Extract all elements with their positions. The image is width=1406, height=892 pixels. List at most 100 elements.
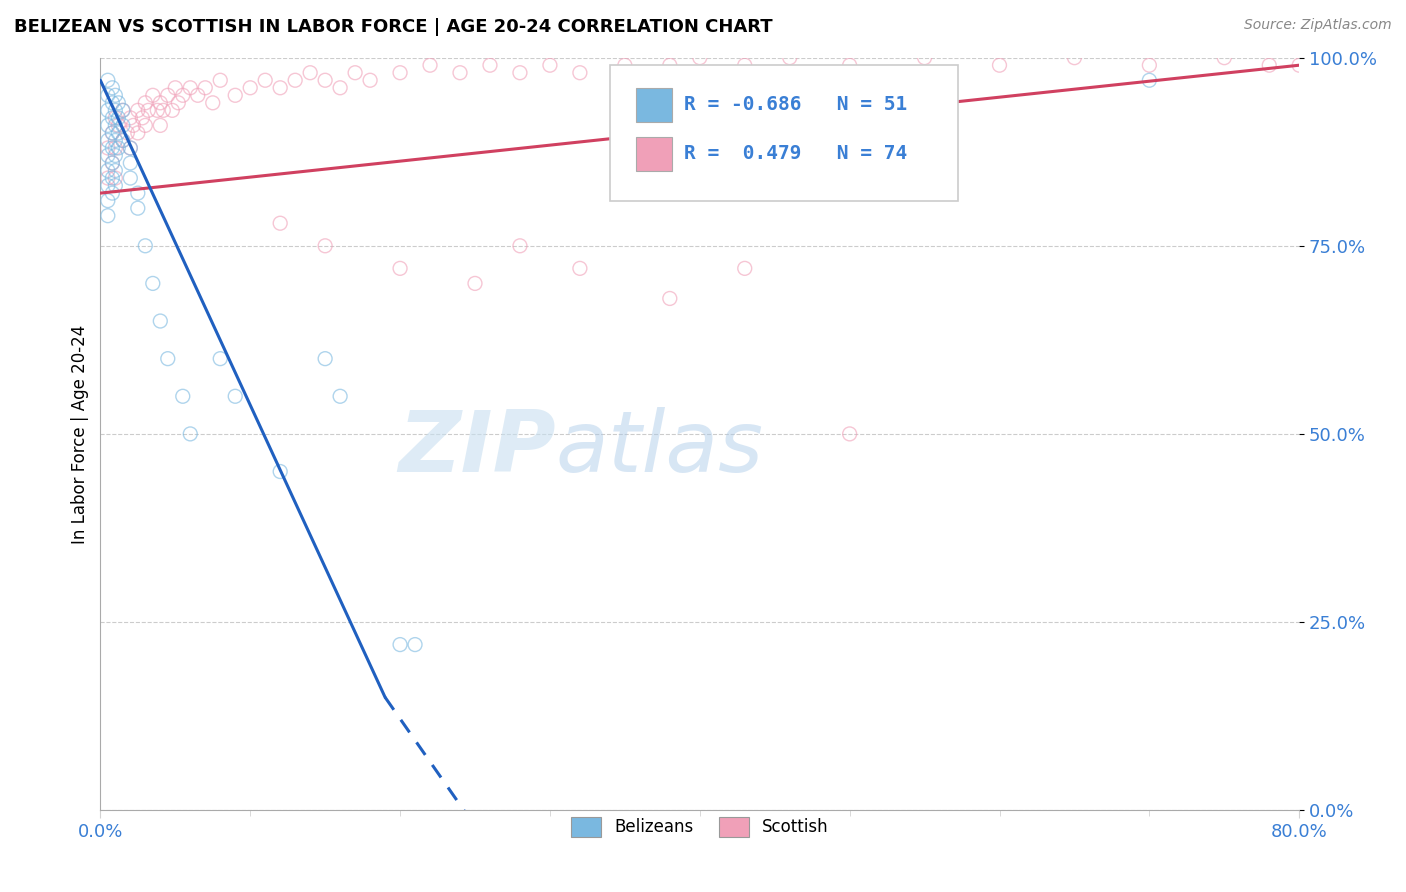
Point xyxy=(101,141,124,155)
Point xyxy=(101,156,124,170)
Point xyxy=(101,111,124,125)
Point xyxy=(988,58,1011,72)
Point xyxy=(107,95,129,110)
Point xyxy=(149,119,172,133)
Point xyxy=(117,126,139,140)
Point xyxy=(156,88,179,103)
Point xyxy=(104,178,127,193)
Point xyxy=(838,58,860,72)
Point xyxy=(120,141,142,155)
Text: atlas: atlas xyxy=(555,408,763,491)
Point xyxy=(209,73,232,87)
Point xyxy=(131,111,153,125)
Point xyxy=(689,51,711,65)
Point xyxy=(107,126,129,140)
Point xyxy=(464,277,486,291)
Point xyxy=(359,73,381,87)
Point xyxy=(734,58,756,72)
Point xyxy=(104,133,127,147)
Point xyxy=(127,126,149,140)
Point xyxy=(172,88,194,103)
Point xyxy=(179,426,201,441)
Point xyxy=(1288,58,1310,72)
Bar xyxy=(637,136,672,170)
Point xyxy=(97,119,120,133)
Point xyxy=(167,95,190,110)
Point xyxy=(658,292,681,306)
Point xyxy=(111,133,134,147)
Point xyxy=(269,216,291,230)
Point xyxy=(389,66,412,80)
Point xyxy=(838,426,860,441)
Point xyxy=(254,73,277,87)
Point xyxy=(97,133,120,147)
Point xyxy=(104,148,127,162)
Point xyxy=(149,95,172,110)
Point xyxy=(538,58,561,72)
Point xyxy=(224,88,246,103)
Point xyxy=(97,163,120,178)
Point xyxy=(419,58,441,72)
Point xyxy=(568,261,591,276)
Point xyxy=(172,389,194,403)
Point xyxy=(162,103,184,118)
Point xyxy=(97,178,120,193)
Point xyxy=(97,73,120,87)
Point xyxy=(284,73,307,87)
Point xyxy=(120,156,142,170)
Point xyxy=(122,119,145,133)
Text: R =  0.479   N = 74: R = 0.479 N = 74 xyxy=(685,144,907,162)
Point xyxy=(134,95,156,110)
Point xyxy=(156,351,179,366)
Point xyxy=(97,194,120,208)
Point xyxy=(658,58,681,72)
Point xyxy=(104,88,127,103)
Point xyxy=(111,103,134,118)
Point xyxy=(136,103,159,118)
Point xyxy=(97,141,120,155)
Point xyxy=(509,66,531,80)
Point xyxy=(329,80,352,95)
Point xyxy=(127,103,149,118)
Point xyxy=(187,88,209,103)
Point xyxy=(120,141,142,155)
FancyBboxPatch shape xyxy=(610,65,957,201)
Point xyxy=(1258,58,1281,72)
Point xyxy=(111,103,134,118)
Point xyxy=(134,119,156,133)
Y-axis label: In Labor Force | Age 20-24: In Labor Force | Age 20-24 xyxy=(72,325,89,543)
Text: BELIZEAN VS SCOTTISH IN LABOR FORCE | AGE 20-24 CORRELATION CHART: BELIZEAN VS SCOTTISH IN LABOR FORCE | AG… xyxy=(14,18,773,36)
Point xyxy=(314,351,336,366)
Point xyxy=(209,351,232,366)
Point xyxy=(299,66,322,80)
Point xyxy=(194,80,217,95)
Point xyxy=(101,95,124,110)
Point xyxy=(127,201,149,215)
Point xyxy=(269,465,291,479)
Point xyxy=(478,58,501,72)
Point xyxy=(120,111,142,125)
Legend: Belizeans, Scottish: Belizeans, Scottish xyxy=(564,811,835,843)
Text: Source: ZipAtlas.com: Source: ZipAtlas.com xyxy=(1244,18,1392,32)
Point xyxy=(389,638,412,652)
Point xyxy=(568,66,591,80)
Point xyxy=(104,171,127,186)
Point xyxy=(101,126,124,140)
Point xyxy=(101,186,124,201)
Point xyxy=(104,163,127,178)
Point xyxy=(142,88,165,103)
Point xyxy=(149,314,172,328)
Point xyxy=(97,209,120,223)
Point xyxy=(101,156,124,170)
Point xyxy=(142,277,165,291)
Point xyxy=(239,80,262,95)
Point xyxy=(314,73,336,87)
Text: R = -0.686   N = 51: R = -0.686 N = 51 xyxy=(685,95,907,114)
Point xyxy=(201,95,224,110)
Text: ZIP: ZIP xyxy=(398,408,555,491)
Point xyxy=(127,186,149,201)
Point xyxy=(269,80,291,95)
Point xyxy=(152,103,174,118)
Point xyxy=(165,80,187,95)
Point xyxy=(146,103,169,118)
